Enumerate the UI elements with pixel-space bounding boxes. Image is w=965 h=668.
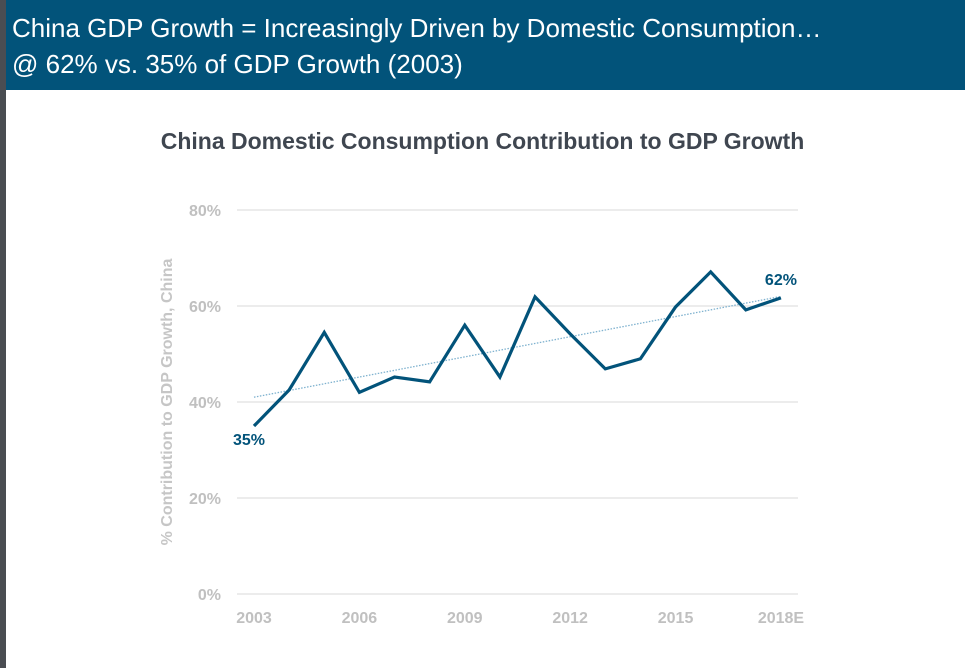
x-tick-label: 2003 (236, 610, 272, 627)
data-labels: 35% 62% (233, 272, 797, 449)
x-tick-label: 2009 (447, 610, 483, 627)
trend-line (253, 295, 782, 398)
x-tick-label: 2012 (552, 610, 588, 627)
slide-header: China GDP Growth = Increasingly Driven b… (6, 0, 965, 90)
x-tick-label: 2018E (758, 610, 805, 627)
data-label: 35% (233, 432, 265, 449)
y-tick-label: 80% (189, 203, 221, 220)
x-tick-label: 2006 (342, 610, 378, 627)
gridlines (237, 209, 798, 595)
data-label: 62% (765, 272, 797, 289)
chart-title: China Domestic Consumption Contribution … (160, 128, 805, 154)
slide-title-line-1: China GDP Growth = Increasingly Driven b… (12, 13, 822, 43)
window-left-edge (0, 0, 6, 668)
y-tick-label: 40% (189, 395, 221, 412)
y-tick-labels: 0% 20% 40% 60% 80% (189, 203, 221, 604)
y-tick-label: 20% (189, 491, 221, 508)
series-line (252, 269, 782, 428)
x-tick-labels: 2003 2006 2009 2012 2015 2018E (236, 610, 804, 627)
x-tick-label: 2015 (658, 610, 694, 627)
y-tick-label: 0% (198, 587, 221, 604)
slide-title-line-2: @ 62% vs. 35% of GDP Growth (2003) (12, 49, 463, 79)
y-axis-label: % Contribution to GDP Growth, China (159, 259, 176, 546)
y-tick-label: 60% (189, 299, 221, 316)
